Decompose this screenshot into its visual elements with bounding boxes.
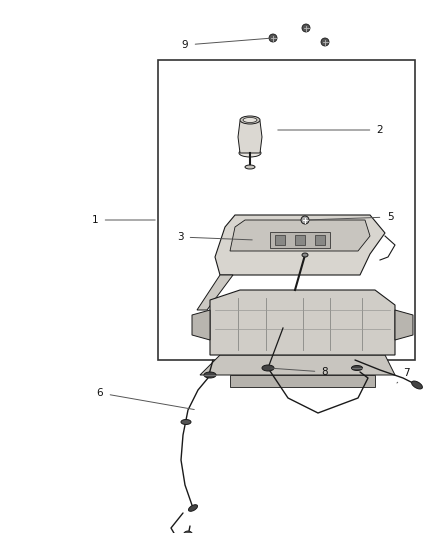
- Circle shape: [321, 38, 329, 46]
- Bar: [230, 375, 375, 387]
- Ellipse shape: [243, 117, 257, 123]
- Ellipse shape: [412, 381, 422, 389]
- Ellipse shape: [204, 372, 216, 378]
- Polygon shape: [197, 275, 233, 310]
- Ellipse shape: [352, 366, 363, 370]
- Text: 5: 5: [308, 212, 393, 222]
- Bar: [295, 235, 305, 245]
- Circle shape: [269, 34, 277, 42]
- Ellipse shape: [239, 149, 261, 157]
- Ellipse shape: [245, 165, 255, 169]
- Polygon shape: [230, 220, 370, 251]
- Bar: [270, 232, 330, 248]
- Circle shape: [183, 531, 193, 533]
- Polygon shape: [215, 215, 385, 275]
- Bar: [158, 60, 415, 360]
- Text: 3: 3: [177, 232, 252, 242]
- Polygon shape: [200, 355, 395, 375]
- Bar: [275, 235, 285, 245]
- Polygon shape: [395, 310, 413, 340]
- Polygon shape: [238, 117, 262, 153]
- Text: 1: 1: [92, 215, 155, 225]
- Ellipse shape: [240, 116, 260, 124]
- Text: 2: 2: [278, 125, 383, 135]
- Polygon shape: [210, 290, 395, 355]
- Ellipse shape: [262, 365, 274, 371]
- Polygon shape: [192, 310, 210, 340]
- Text: 9: 9: [182, 38, 270, 50]
- Ellipse shape: [181, 419, 191, 424]
- Text: 8: 8: [271, 367, 328, 377]
- Circle shape: [301, 216, 309, 224]
- Bar: [315, 235, 325, 245]
- Text: 7: 7: [397, 368, 410, 383]
- Text: 6: 6: [97, 388, 194, 409]
- Circle shape: [302, 24, 310, 32]
- Ellipse shape: [302, 253, 308, 257]
- Ellipse shape: [188, 505, 198, 511]
